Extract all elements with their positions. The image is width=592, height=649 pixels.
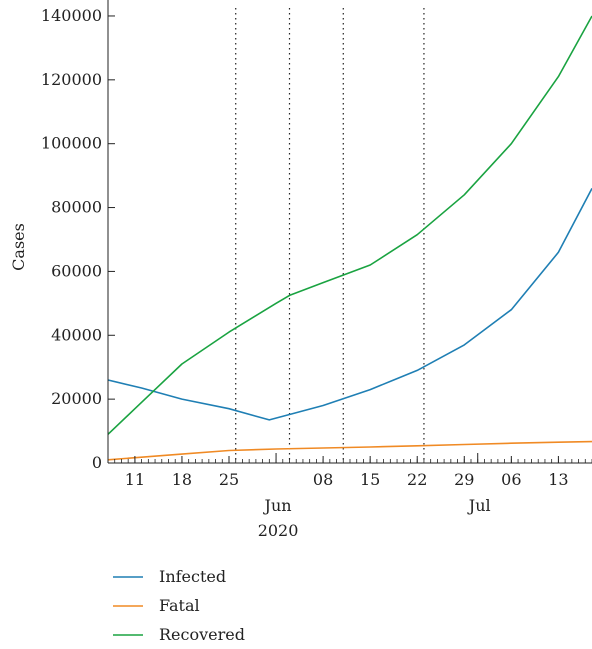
series-line-fatal (107, 440, 592, 461)
y-tick-label: 120000 (41, 70, 102, 89)
y-tick-label: 100000 (41, 134, 102, 153)
x-tick-label: 18 (172, 470, 192, 489)
x-tick-label: 25 (219, 470, 239, 489)
legend-label-recovered: Recovered (159, 625, 245, 644)
y-tick-label: 80000 (51, 198, 102, 217)
x-tick-label: 29 (454, 470, 474, 489)
y-tick-label: 140000 (41, 6, 102, 25)
series-line-infected (107, 188, 592, 421)
axes (107, 0, 592, 464)
y-tick-label: 40000 (51, 325, 102, 344)
x-tick-label: 06 (501, 470, 521, 489)
legend: Infected Fatal Recovered (113, 567, 245, 644)
x-tick-label: 22 (407, 470, 427, 489)
series-lines (107, 15, 592, 461)
x-tick-label: 08 (313, 470, 333, 489)
y-axis-title: Cases (9, 223, 28, 271)
y-tick-label: 60000 (51, 261, 102, 280)
y-tick-label: 20000 (51, 389, 102, 408)
reference-lines (235, 8, 425, 463)
y-tick-label: 0 (92, 453, 102, 472)
x-tick-label: 13 (548, 470, 568, 489)
series-line-recovered (107, 15, 592, 435)
x-year-label: 2020 (258, 521, 299, 540)
legend-label-infected: Infected (159, 567, 226, 586)
x-month-label: Jul (467, 496, 491, 515)
x-month-label: Jun (263, 496, 292, 515)
x-tick-label: 15 (360, 470, 380, 489)
legend-label-fatal: Fatal (159, 596, 200, 615)
x-tick-label: 11 (125, 470, 145, 489)
ticks: 0 20000 40000 60000 80000 100000 120000 140000 1… (41, 6, 592, 540)
